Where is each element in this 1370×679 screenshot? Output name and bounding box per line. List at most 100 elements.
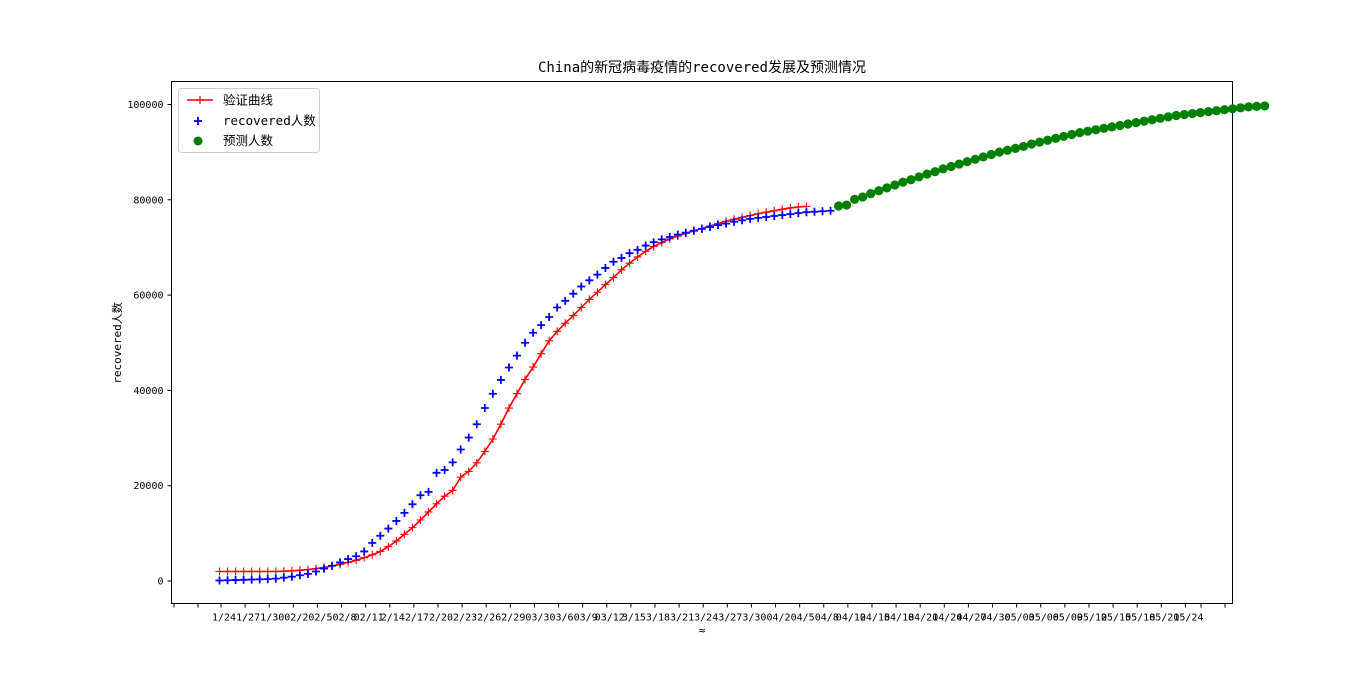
x-tick-label: 05/18 <box>1125 613 1155 624</box>
predicted-point <box>1059 131 1069 142</box>
validation-point <box>432 499 441 508</box>
recovered-point <box>320 564 329 573</box>
recovered-point <box>400 508 409 517</box>
predicted-point <box>1235 103 1246 113</box>
recovered-point <box>617 253 626 262</box>
validation-point <box>585 295 594 304</box>
x-tick-label: 03/3 <box>525 613 549 624</box>
predicted-point <box>1171 110 1181 121</box>
predicted-point <box>1163 112 1173 122</box>
validation-point <box>609 273 618 282</box>
series-layer <box>215 101 1270 585</box>
legend-label-recovered: recovered人数 <box>223 113 316 128</box>
validation-point <box>247 567 256 576</box>
recovered-point <box>416 491 425 500</box>
x-tick-label: 2/23 <box>453 613 477 624</box>
plot-area <box>171 81 1233 604</box>
y-tick-label: 20000 <box>133 481 163 492</box>
predicted-point <box>833 201 844 211</box>
x-tick-label: 03/12 <box>595 613 625 624</box>
predicted-point <box>1203 107 1214 117</box>
predicted-point <box>914 172 924 182</box>
validation-point <box>569 311 578 320</box>
recovered-point <box>722 219 731 228</box>
recovered-point <box>215 576 224 585</box>
recovered-point <box>247 575 256 584</box>
legend-label-validation: 验证曲线 <box>223 93 274 108</box>
predicted-point <box>1099 123 1109 133</box>
recovered-point <box>802 208 811 217</box>
legend-label-predicted: 预测人数 <box>223 133 274 148</box>
x-tick-label: 05/15 <box>1101 613 1131 624</box>
x-tick-label: 05/21 <box>1149 613 1179 624</box>
validation-point <box>263 567 272 576</box>
x-tick-label: 04/27 <box>956 613 986 624</box>
x-tick-label: 04/18 <box>884 613 914 624</box>
predicted-point <box>1034 137 1045 147</box>
x-tick-label: 03/9 <box>574 613 598 624</box>
validation-point <box>384 542 393 551</box>
y-tick-label: 80000 <box>133 195 163 206</box>
x-tick-label: 2/26 <box>477 613 501 624</box>
recovered-point <box>705 222 714 231</box>
recovered-point <box>231 576 240 585</box>
x-tick-label: 02/2 <box>284 613 308 624</box>
recovered-point <box>263 575 272 584</box>
x-axis-label: ≈ <box>699 624 706 637</box>
recovered-point <box>287 572 296 581</box>
predicted-point <box>978 152 988 162</box>
recovered-point <box>271 574 280 583</box>
validation-point <box>255 567 264 576</box>
validation-point <box>231 567 240 576</box>
legend-validation-marker <box>196 96 204 104</box>
recovered-point <box>480 404 489 413</box>
recovered-point <box>826 206 835 215</box>
recovered-point <box>810 207 819 216</box>
predicted-point <box>890 180 900 190</box>
predicted-point <box>1091 125 1101 135</box>
recovered-point <box>537 321 546 330</box>
validation-point <box>392 536 401 545</box>
predicted-point <box>858 192 868 202</box>
predicted-point <box>954 159 964 169</box>
recovered-point <box>633 245 642 254</box>
validation-point <box>464 467 473 476</box>
validation-point <box>408 523 417 532</box>
chart-title: China的新冠病毒疫情的recovered发展及预测情况 <box>538 60 866 76</box>
predicted-point <box>970 154 980 164</box>
x-tick-label: 04/5 <box>791 613 815 624</box>
x-tick-label: 04/15 <box>860 613 890 624</box>
recovered-point <box>336 558 345 567</box>
predicted-point <box>1187 108 1197 119</box>
x-tick-label: 02/5 <box>308 613 332 624</box>
recovered-point <box>529 328 538 337</box>
x-tick-label: 05/12 <box>1077 613 1107 624</box>
validation-point <box>553 327 562 336</box>
recovered-point <box>512 351 521 360</box>
validation-point <box>496 420 505 429</box>
recovered-point <box>738 216 747 225</box>
recovered-point <box>609 257 618 266</box>
predicted-point <box>1211 106 1222 116</box>
predicted-point <box>986 149 996 160</box>
x-tick-label: 3/24 <box>694 613 718 624</box>
predicted-point <box>1083 126 1093 136</box>
recovered-point <box>311 567 320 576</box>
recovered-point <box>713 221 722 230</box>
recovered-point <box>770 212 779 221</box>
x-tick-label: 04/21 <box>908 613 938 624</box>
predicted-point <box>1018 141 1029 152</box>
validation-point <box>368 550 377 559</box>
predicted-point <box>930 167 940 177</box>
x-tick-label: 02/11 <box>354 613 384 624</box>
x-tick-label: 04/24 <box>932 613 962 624</box>
validation-point <box>488 435 497 444</box>
recovered-point <box>697 224 706 233</box>
recovered-point <box>472 420 481 429</box>
predicted-point <box>1123 119 1133 129</box>
predicted-point <box>1147 115 1157 125</box>
validation-point <box>617 265 626 274</box>
validation-point <box>633 252 642 261</box>
validation-point <box>215 567 224 576</box>
recovered-point <box>689 226 698 235</box>
